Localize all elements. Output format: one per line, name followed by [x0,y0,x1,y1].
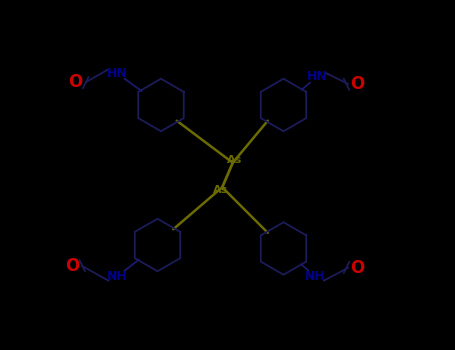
Text: NH: NH [107,270,127,283]
Text: HN: HN [107,67,127,80]
Text: O: O [65,257,79,275]
Text: O: O [350,259,364,277]
Text: As: As [213,185,228,195]
Text: NH: NH [305,270,325,283]
Text: O: O [68,73,82,91]
Text: O: O [350,75,364,93]
Text: HN: HN [306,70,327,84]
Text: As: As [227,155,242,165]
